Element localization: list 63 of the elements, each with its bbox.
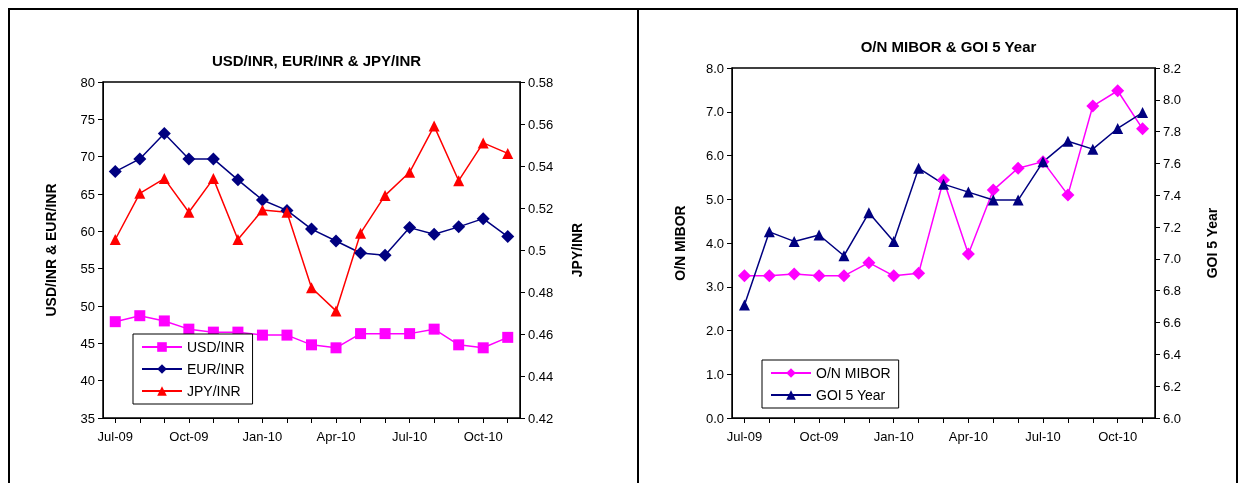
y2-tick-label: 6.2	[1163, 378, 1182, 394]
y-tick-label: 60	[80, 223, 95, 239]
y2-tick-label: 0.58	[528, 74, 554, 90]
y-tick-label: 8.0	[705, 60, 724, 76]
x-tick-label: Oct-10	[463, 429, 503, 444]
y-tick-label: 80	[80, 74, 95, 90]
y2-tick-label: 0.42	[528, 410, 554, 426]
y-tick-label: 1.0	[705, 366, 724, 382]
y2-tick-label: 0.5	[528, 242, 547, 258]
y2-tick-label: 0.54	[528, 158, 554, 174]
y-tick-label: 7.0	[705, 104, 724, 120]
y-tick-label: 2.0	[705, 323, 724, 338]
y2-tick-label: 6.0	[1163, 410, 1182, 426]
y2-tick-label: 0.44	[528, 368, 554, 384]
y-tick-label: 3.0	[705, 279, 724, 295]
x-tick-label: Oct-10	[1098, 429, 1138, 444]
y2-axis-title: GOI 5 Year	[1204, 207, 1220, 279]
y-axis-title: O/N MIBOR	[672, 205, 688, 281]
y-tick-label: 0.0	[705, 410, 724, 426]
chart-title: USD/INR, EUR/INR & JPY/INR	[211, 52, 422, 69]
y-tick-label: 4.0	[705, 235, 724, 251]
y2-tick-label: 0.48	[528, 284, 554, 300]
y2-tick-label: 7.6	[1163, 155, 1182, 171]
y2-tick-label: 6.6	[1163, 315, 1182, 331]
y-tick-label: 75	[80, 111, 95, 127]
x-tick-label: Apr-10	[948, 429, 988, 444]
x-tick-label: Apr-10	[316, 429, 356, 444]
legend-label: O/N MIBOR	[816, 365, 891, 381]
y-tick-label: 70	[80, 149, 95, 165]
y2-tick-label: 8.2	[1163, 60, 1182, 76]
y-tick-label: 50	[80, 298, 95, 314]
y2-axis-title: JPY/INR	[569, 222, 585, 278]
y2-tick-label: 7.0	[1163, 251, 1182, 267]
chart-title: O/N MIBOR & GOI 5 Year	[860, 38, 1037, 55]
y-tick-label: 6.0	[705, 148, 724, 163]
x-tick-label: Jan-10	[242, 429, 283, 444]
y-tick-label: 45	[80, 335, 95, 351]
y2-tick-label: 7.8	[1163, 124, 1182, 140]
x-tick-label: Jul-10	[391, 429, 428, 444]
x-tick-label: Oct-09	[799, 429, 839, 444]
y2-tick-label: 0.56	[528, 116, 554, 132]
y2-tick-label: 7.4	[1163, 187, 1182, 203]
y-axis-title: USD/INR & EUR/INR	[43, 183, 59, 317]
x-tick-label: Jan-10	[873, 429, 914, 444]
legend-label: EUR/INR	[187, 361, 245, 377]
y2-tick-label: 7.2	[1163, 219, 1182, 235]
x-tick-label: Oct-09	[169, 429, 209, 444]
legend-label: USD/INR	[187, 339, 245, 355]
y-tick-label: 55	[80, 261, 95, 277]
y-tick-label: 35	[80, 410, 95, 426]
y2-tick-label: 6.8	[1163, 283, 1182, 299]
x-tick-label: Jul-10	[1025, 429, 1061, 444]
x-tick-label: Jul-09	[97, 429, 133, 444]
y-tick-label: 40	[80, 373, 95, 389]
y2-tick-label: 0.52	[528, 200, 554, 216]
legend-label: JPY/INR	[187, 383, 241, 399]
y2-tick-label: 0.46	[528, 326, 554, 342]
y2-tick-label: 8.0	[1163, 92, 1182, 108]
y-tick-label: 5.0	[705, 191, 724, 207]
y2-tick-label: 6.4	[1163, 346, 1182, 362]
y-tick-label: 65	[80, 186, 95, 202]
x-tick-label: Jul-09	[726, 429, 763, 444]
legend-label: GOI 5 Year	[816, 387, 886, 403]
